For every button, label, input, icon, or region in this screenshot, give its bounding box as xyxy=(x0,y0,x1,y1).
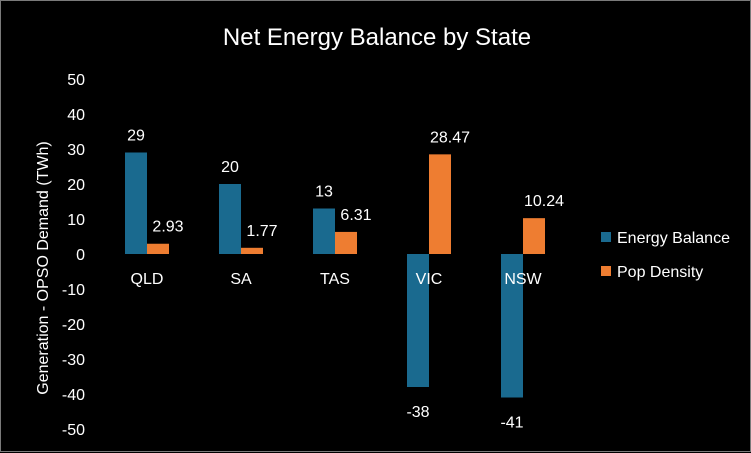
data-label: 10.24 xyxy=(524,193,564,210)
data-label: 20 xyxy=(221,159,239,176)
y-axis-title: Generation - OPSO Demand (TWh) xyxy=(35,141,52,394)
legend-label: Energy Balance xyxy=(617,230,730,247)
category-label: VIC xyxy=(416,271,443,288)
y-tick-label: -50 xyxy=(62,422,85,439)
data-label: -38 xyxy=(406,404,429,421)
bar-energy-balance-nsw xyxy=(501,254,523,398)
bar-pop-density-qld xyxy=(147,243,169,254)
category-label: SA xyxy=(230,271,252,288)
legend-label: Pop Density xyxy=(617,264,703,281)
legend-swatch xyxy=(601,266,611,276)
category-label: TAS xyxy=(320,271,350,288)
y-tick-label: 20 xyxy=(67,177,85,194)
bar-pop-density-vic xyxy=(429,154,451,254)
y-tick-label: 40 xyxy=(67,107,85,124)
bar-series xyxy=(125,152,545,398)
y-tick-label: 30 xyxy=(67,142,85,159)
bar-energy-balance-vic xyxy=(407,254,429,387)
bar-pop-density-sa xyxy=(241,247,263,254)
y-tick-label: -40 xyxy=(62,387,85,404)
data-label: -41 xyxy=(500,415,523,432)
data-label: 13 xyxy=(315,184,333,201)
data-label: 2.93 xyxy=(152,219,183,236)
chart-title: Net Energy Balance by State xyxy=(223,24,531,51)
y-tick-label: 10 xyxy=(67,212,85,229)
category-labels: QLD SA TAS VIC NSW xyxy=(131,271,543,288)
y-tick-label: 50 xyxy=(67,72,85,89)
y-axis-ticks: 50 40 30 20 10 0 -10 -20 -30 -40 -50 xyxy=(62,72,85,439)
data-label: 28.47 xyxy=(430,129,470,146)
y-tick-label: -30 xyxy=(62,352,85,369)
category-label: NSW xyxy=(504,271,542,288)
data-label: 29 xyxy=(127,128,145,145)
legend: Energy Balance Pop Density xyxy=(601,230,730,281)
y-tick-label: -20 xyxy=(62,317,85,334)
bar-energy-balance-qld xyxy=(125,152,147,254)
data-label: 6.31 xyxy=(340,207,371,224)
bar-pop-density-nsw xyxy=(523,218,545,254)
bar-pop-density-tas xyxy=(335,231,357,254)
data-label: 1.77 xyxy=(246,223,277,240)
bar-energy-balance-tas xyxy=(313,208,335,254)
y-tick-label: -10 xyxy=(62,282,85,299)
category-label: QLD xyxy=(131,271,164,288)
legend-swatch xyxy=(601,232,611,242)
data-labels: 29 20 13 -38 -41 2.93 1.77 6.31 28.47 10.24 xyxy=(127,128,564,432)
y-tick-label: 0 xyxy=(76,247,85,264)
bar-energy-balance-sa xyxy=(219,184,241,254)
